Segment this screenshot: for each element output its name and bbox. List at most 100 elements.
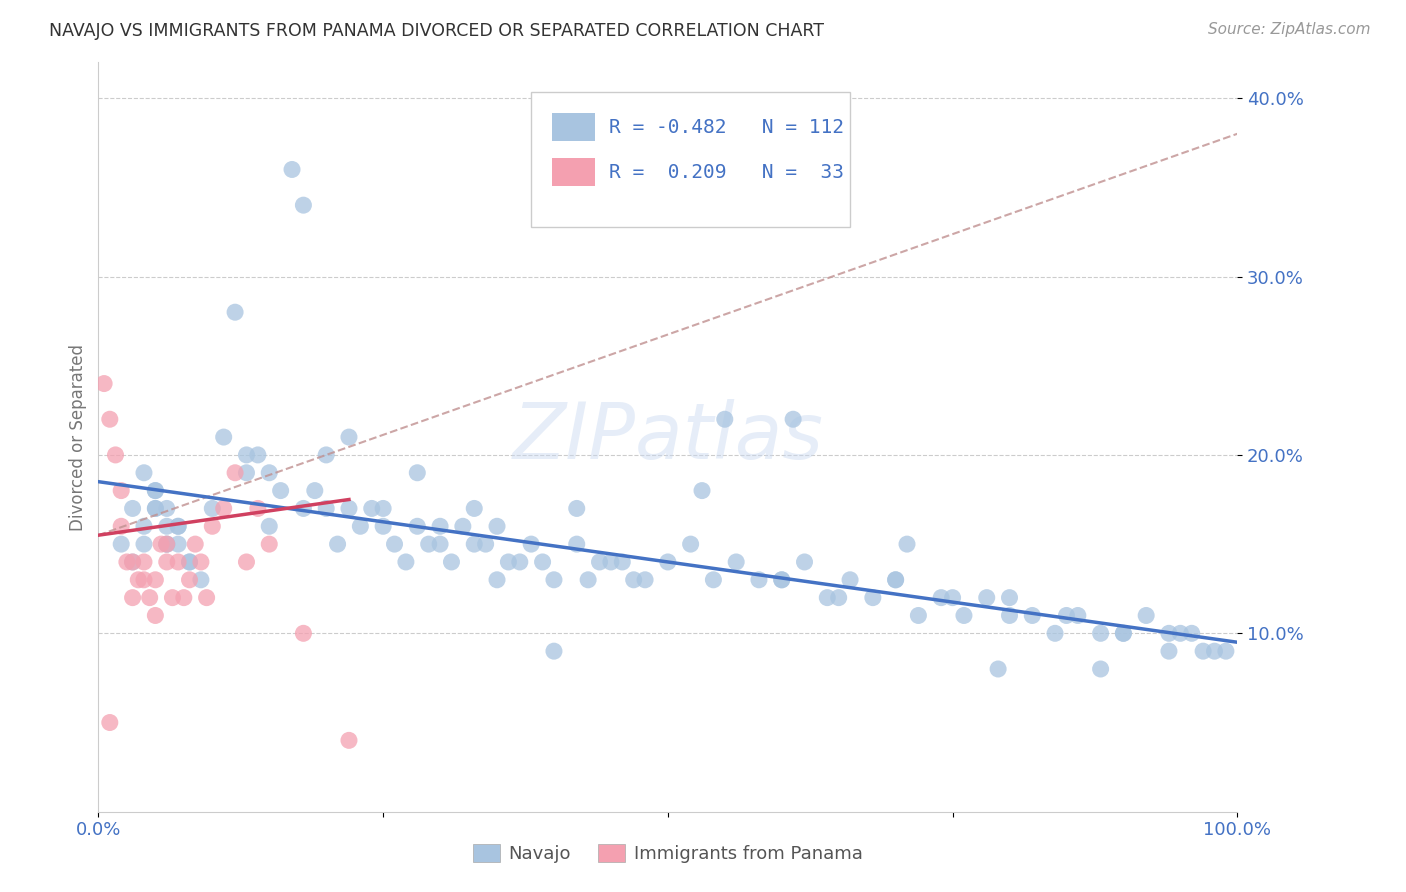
- Point: [896, 537, 918, 551]
- Point: [156, 537, 179, 551]
- Point: [224, 305, 246, 319]
- Point: [463, 537, 485, 551]
- Point: [156, 501, 179, 516]
- Point: [281, 162, 304, 177]
- Point: [201, 501, 224, 516]
- Point: [1067, 608, 1090, 623]
- Point: [1043, 626, 1066, 640]
- Point: [998, 608, 1021, 623]
- Point: [406, 466, 429, 480]
- Point: [543, 644, 565, 658]
- Point: [246, 448, 269, 462]
- Point: [156, 555, 179, 569]
- Point: [498, 555, 520, 569]
- Point: [793, 555, 815, 569]
- Point: [1170, 626, 1192, 640]
- Point: [292, 198, 315, 212]
- Point: [190, 573, 212, 587]
- Point: [576, 573, 599, 587]
- Point: [815, 591, 838, 605]
- Point: [770, 573, 793, 587]
- Point: [98, 412, 121, 426]
- Point: [224, 466, 246, 480]
- Point: [145, 483, 167, 498]
- Point: [1181, 626, 1204, 640]
- Point: [1157, 644, 1180, 658]
- Point: [212, 430, 235, 444]
- Point: [884, 573, 907, 587]
- Point: [429, 519, 451, 533]
- Point: [190, 555, 212, 569]
- Point: [212, 501, 235, 516]
- Point: [167, 537, 190, 551]
- Point: [167, 519, 190, 533]
- Point: [145, 501, 167, 516]
- Point: [600, 555, 623, 569]
- Point: [509, 555, 531, 569]
- Point: [360, 501, 382, 516]
- Point: [725, 555, 748, 569]
- Point: [634, 573, 657, 587]
- Point: [907, 608, 929, 623]
- Point: [486, 573, 509, 587]
- Point: [167, 555, 190, 569]
- Point: [770, 573, 793, 587]
- Point: [371, 501, 394, 516]
- Point: [520, 537, 543, 551]
- Point: [259, 466, 281, 480]
- Point: [451, 519, 474, 533]
- Point: [929, 591, 952, 605]
- Point: [748, 573, 770, 587]
- Point: [145, 573, 167, 587]
- Point: [987, 662, 1010, 676]
- Point: [132, 466, 155, 480]
- Point: [201, 519, 224, 533]
- Point: [623, 573, 645, 587]
- Point: [156, 519, 179, 533]
- Point: [184, 537, 207, 551]
- Point: [304, 483, 326, 498]
- Point: [384, 537, 406, 551]
- Point: [337, 501, 360, 516]
- Point: [121, 555, 143, 569]
- Point: [104, 448, 127, 462]
- Point: [588, 555, 610, 569]
- Bar: [531, 93, 851, 227]
- Point: [1090, 626, 1112, 640]
- Point: [828, 591, 851, 605]
- Point: [953, 608, 976, 623]
- Point: [292, 626, 315, 640]
- Point: [337, 430, 360, 444]
- Bar: [551, 112, 595, 141]
- Point: [429, 537, 451, 551]
- Point: [173, 591, 195, 605]
- Point: [612, 555, 634, 569]
- Point: [976, 591, 998, 605]
- Point: [292, 501, 315, 516]
- Text: R = -0.482   N = 112: R = -0.482 N = 112: [609, 118, 844, 137]
- Point: [998, 591, 1021, 605]
- Point: [1135, 608, 1157, 623]
- Point: [531, 555, 554, 569]
- Point: [259, 519, 281, 533]
- Point: [167, 519, 190, 533]
- Point: [235, 466, 257, 480]
- Point: [259, 537, 281, 551]
- Point: [565, 537, 588, 551]
- Point: [270, 483, 292, 498]
- Point: [657, 555, 679, 569]
- Point: [145, 483, 167, 498]
- Point: [1204, 644, 1226, 658]
- Point: [486, 519, 509, 533]
- Text: NAVAJO VS IMMIGRANTS FROM PANAMA DIVORCED OR SEPARATED CORRELATION CHART: NAVAJO VS IMMIGRANTS FROM PANAMA DIVORCE…: [49, 22, 824, 40]
- Point: [93, 376, 115, 391]
- Legend: Navajo, Immigrants from Panama: Navajo, Immigrants from Panama: [465, 837, 870, 870]
- Point: [884, 573, 907, 587]
- Point: [246, 501, 269, 516]
- Point: [98, 715, 121, 730]
- Point: [1112, 626, 1135, 640]
- Point: [127, 573, 149, 587]
- Point: [565, 501, 588, 516]
- Y-axis label: Divorced or Separated: Divorced or Separated: [69, 343, 87, 531]
- Point: [679, 537, 702, 551]
